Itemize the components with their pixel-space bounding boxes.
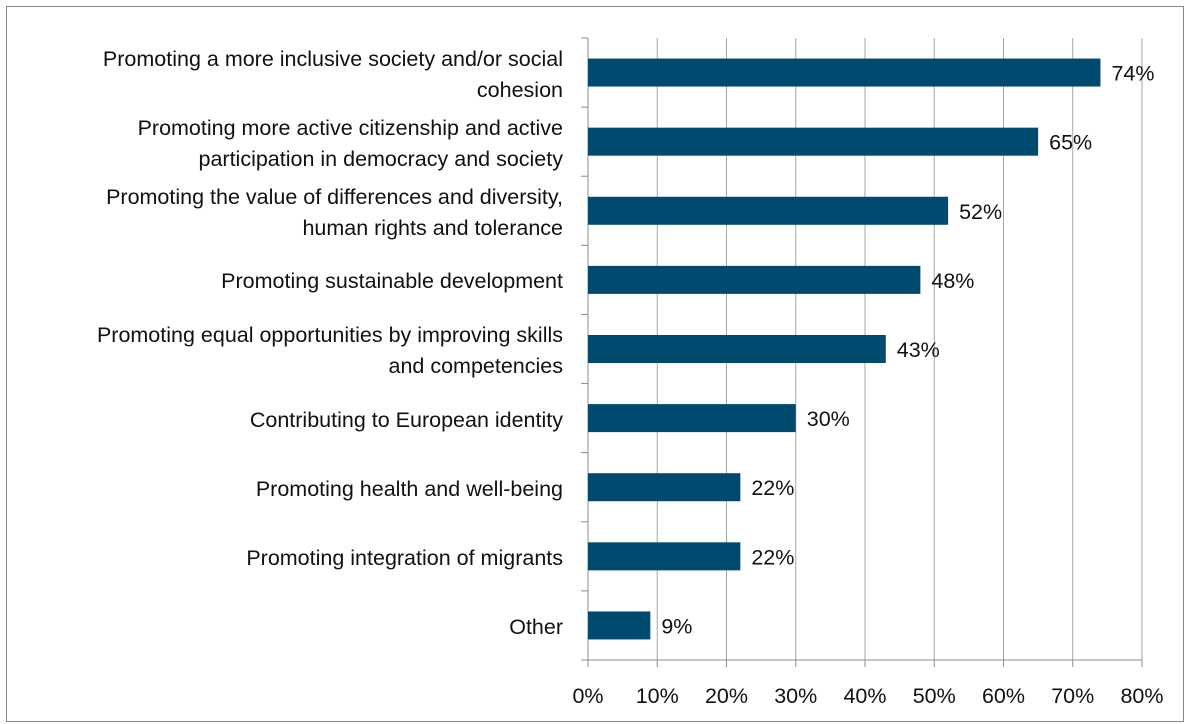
category-label-line: cohesion <box>476 77 563 102</box>
x-tick-label: 50% <box>913 684 956 708</box>
bar <box>588 611 651 640</box>
data-label: 74% <box>1111 62 1154 86</box>
category-label-line: Promoting health and well-being <box>255 476 563 501</box>
category-label-line: Promoting more active citizenship and ac… <box>137 115 563 140</box>
category-label: Promoting sustainable development <box>3 266 563 297</box>
chart-frame <box>6 6 1184 722</box>
x-tick-label: 80% <box>1120 684 1163 708</box>
category-label-line: Other <box>509 614 563 639</box>
bar <box>588 58 1101 87</box>
category-label-line: Promoting a more inclusive society and/o… <box>102 46 563 71</box>
bar <box>588 127 1039 156</box>
bar <box>588 473 741 502</box>
category-label: Promoting health and well-being <box>3 474 563 505</box>
category-label: Promoting the value of differences and d… <box>3 182 563 244</box>
category-label-line: Promoting equal opportunities by improvi… <box>96 323 563 347</box>
x-tick-label: 10% <box>636 684 679 708</box>
x-tick-label: 20% <box>705 684 748 708</box>
data-label: 22% <box>751 476 794 500</box>
category-label-line: Promoting the value of differences and d… <box>106 184 563 209</box>
category-label: Promoting equal opportunities by improvi… <box>3 320 563 382</box>
data-label: 65% <box>1049 131 1092 155</box>
x-tick-label: 30% <box>774 684 817 708</box>
x-tick-label: 70% <box>1051 684 1094 708</box>
category-label-line: Promoting sustainable development <box>221 269 563 294</box>
bar <box>588 404 796 433</box>
category-label-line: human rights and tolerance <box>302 215 563 240</box>
bar <box>588 542 741 571</box>
category-label-line: and competencies <box>388 354 564 378</box>
data-label: 30% <box>807 407 850 431</box>
data-label: 43% <box>897 338 940 362</box>
category-label: Contributing to European identity <box>3 405 563 436</box>
data-label: 48% <box>931 269 974 293</box>
category-label: Promoting a more inclusive society and/o… <box>3 44 563 106</box>
category-label-line: Contributing to European identity <box>249 407 563 432</box>
data-label: 9% <box>661 614 692 638</box>
category-label-line: participation in democracy and society <box>198 146 564 171</box>
bar <box>588 196 949 225</box>
bar <box>588 335 886 363</box>
x-tick-label: 40% <box>843 684 886 708</box>
x-tick-label: 60% <box>982 684 1025 708</box>
data-label: 22% <box>751 545 794 569</box>
category-label-line: Promoting integration of migrants <box>246 545 563 570</box>
category-label: Other <box>3 612 563 643</box>
data-label: 52% <box>959 200 1002 224</box>
category-label: Promoting more active citizenship and ac… <box>3 113 563 175</box>
category-label: Promoting integration of migrants <box>3 543 563 574</box>
x-tick-label: 0% <box>572 684 603 708</box>
bar <box>588 265 921 294</box>
